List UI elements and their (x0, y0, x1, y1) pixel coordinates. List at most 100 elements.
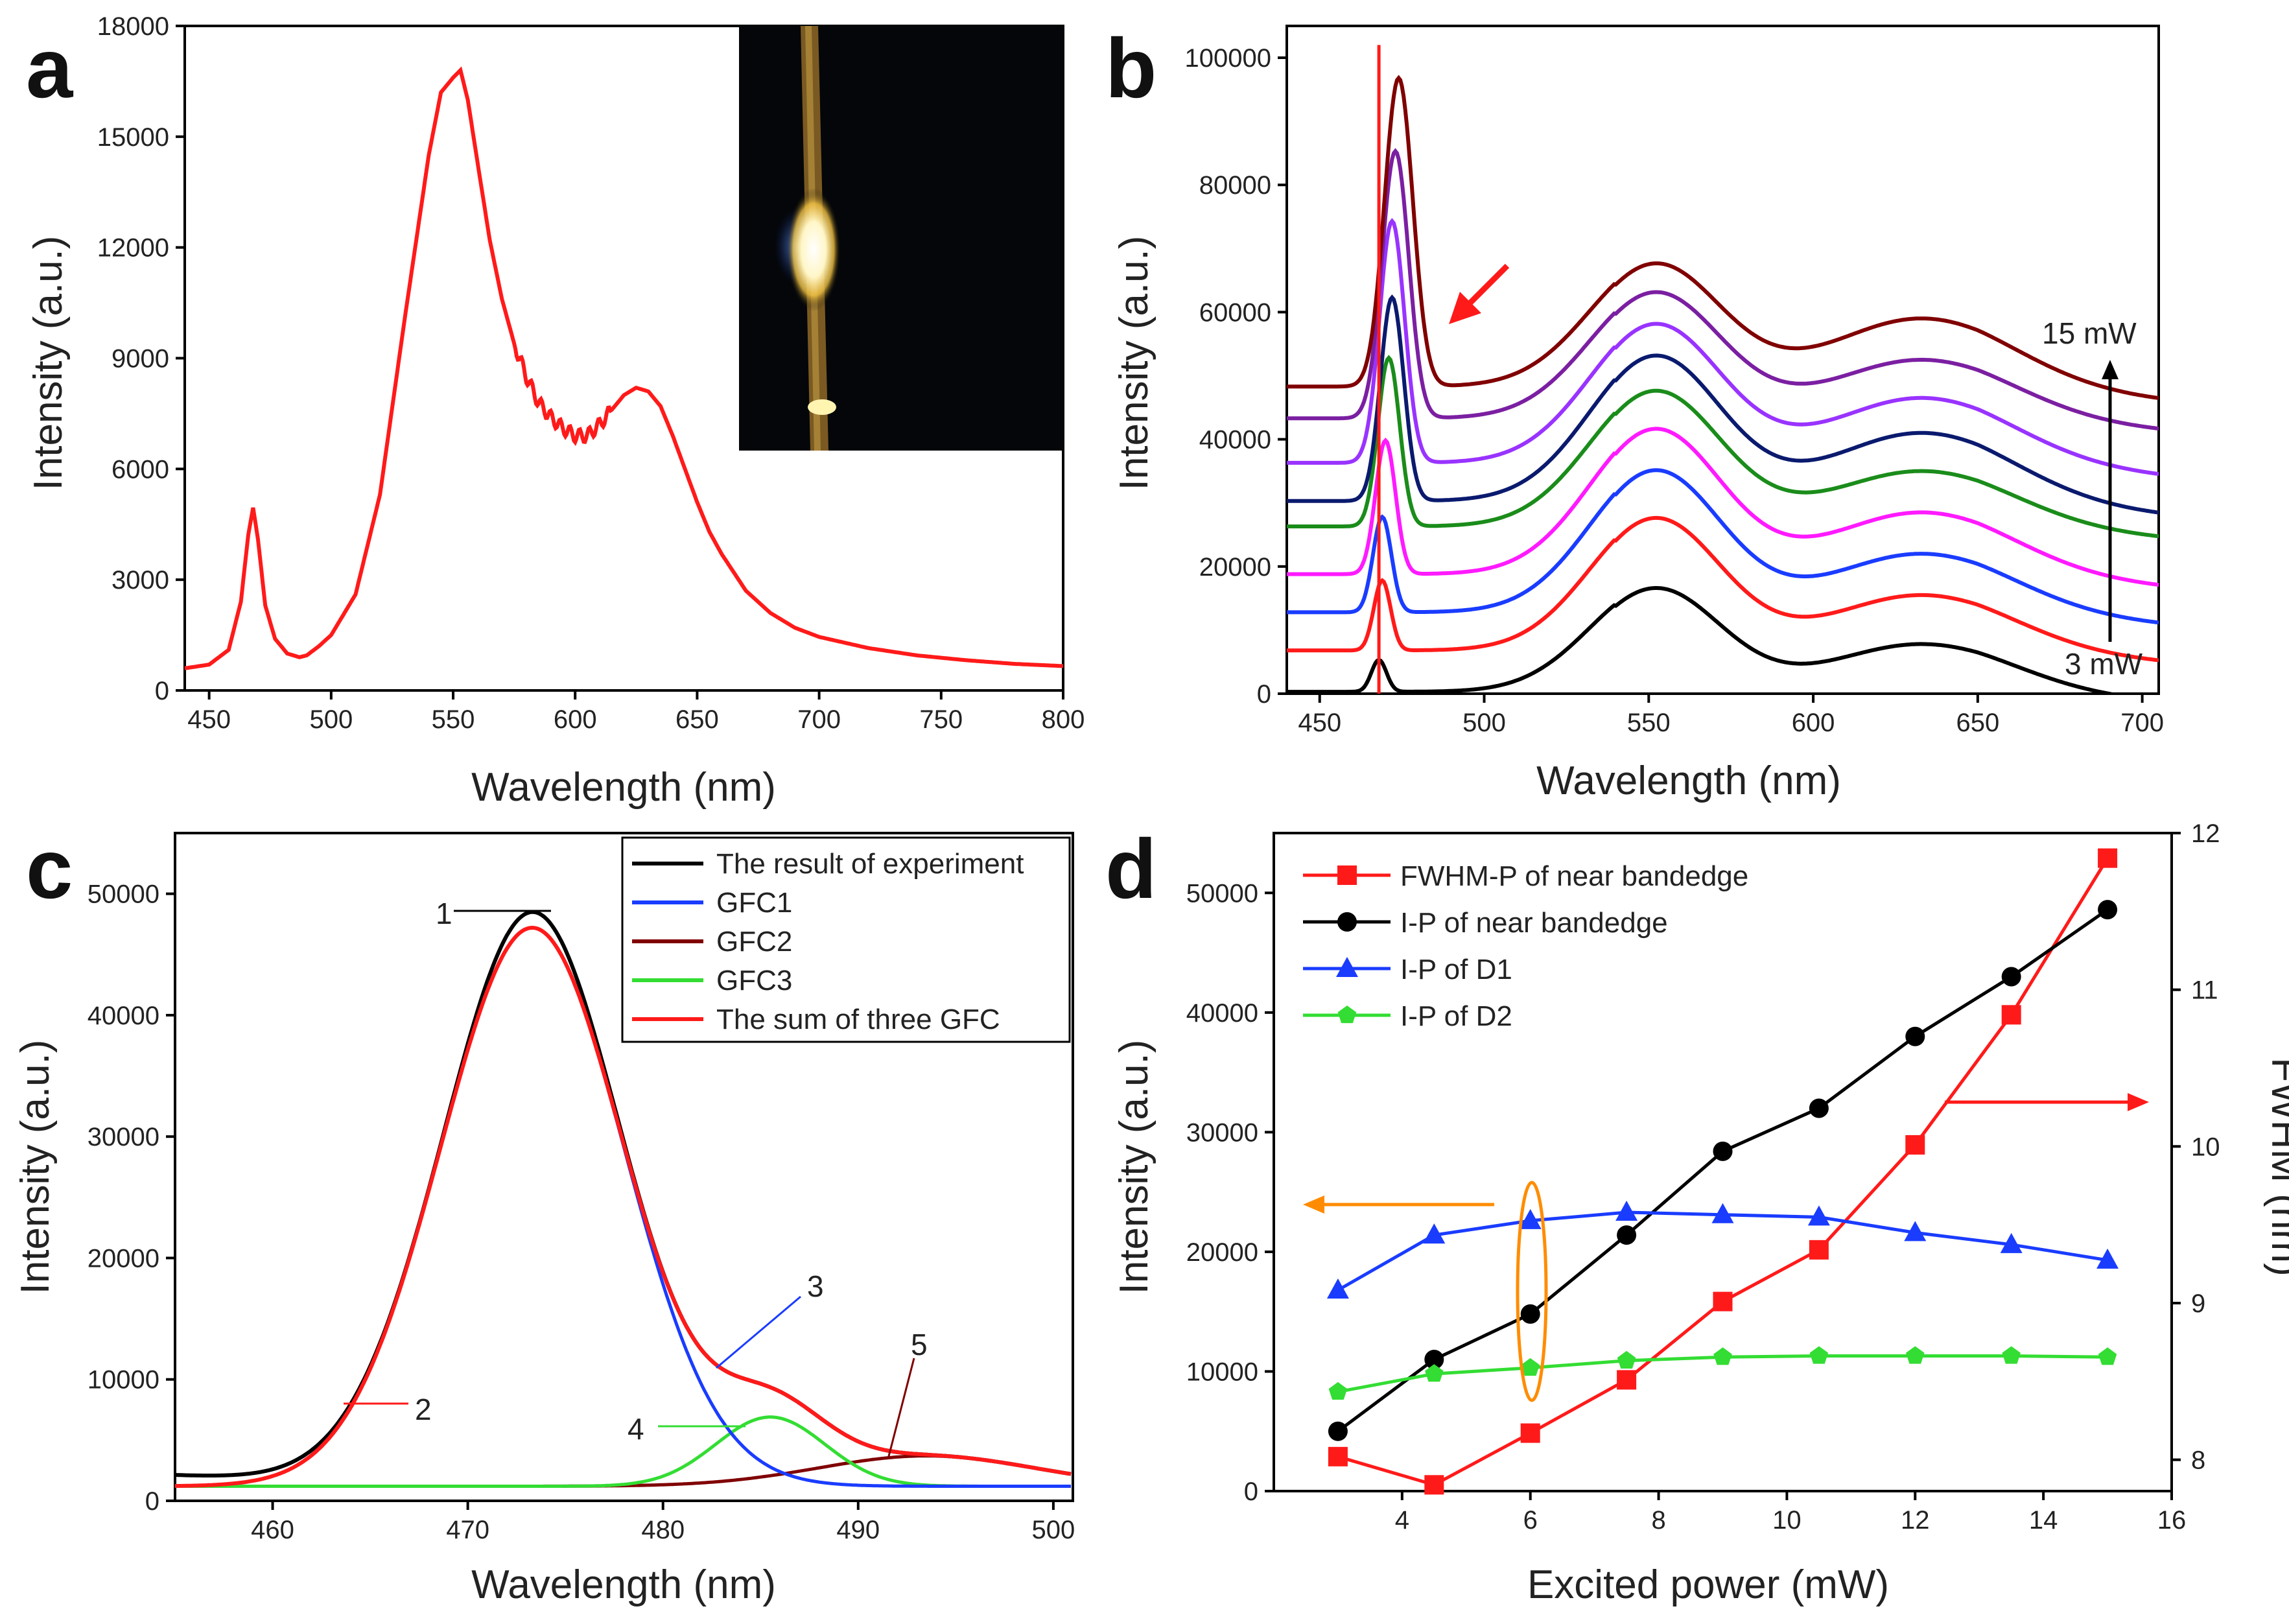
marker-circle (1713, 1141, 1733, 1161)
marker-pentagon (1713, 1347, 1732, 1365)
panel-letter-d: d (1105, 821, 1156, 916)
x-tick-label: 500 (1462, 709, 1506, 737)
red-arrowhead-icon (1449, 292, 1481, 324)
x-tick-label: 6 (1523, 1506, 1538, 1535)
series-line-pl-spectrum (184, 66, 1064, 670)
y2-tick-label: 11 (2191, 976, 2218, 1005)
panel-d-xlabel: Excited power (mW) (1527, 1562, 1889, 1607)
label-3mw: 3 mW (2065, 647, 2143, 681)
y-tick-label: 40000 (1186, 999, 1258, 1028)
legend-item: The sum of three GFC (716, 1004, 1000, 1035)
marker-square (1520, 1423, 1540, 1443)
y2-tick-label: 9 (2191, 1289, 2205, 1318)
x-tick-label: 12 (1901, 1506, 1930, 1535)
label-15mw: 15 mW (2042, 316, 2137, 350)
marker-triangle (1519, 1208, 1542, 1229)
plot-frame (1285, 25, 2160, 695)
x-tick-label: 750 (919, 705, 963, 734)
y2-tick-label: 12 (2191, 819, 2220, 848)
panel-c-plot: 460 470 480 490 500 0 10000 20000 30000 40000 5000… (88, 832, 1075, 1544)
callout-line (887, 1358, 915, 1459)
panel-b: b 450 500 550 600 650 700 0 20000 40000 60000 8000… (1105, 21, 2164, 803)
panel-c-ylabel: Intensity (a.u.) (13, 1040, 58, 1295)
y-tick-label: 9000 (112, 345, 169, 373)
callout-line (716, 1295, 801, 1369)
panel-c: c 460 470 480 490 500 0 10000 20000 30000 40000 50… (13, 821, 1075, 1607)
legend-item: I-P of D2 (1400, 1000, 1512, 1032)
y-tick-label: 12000 (97, 234, 169, 263)
x-tick-label: 550 (432, 705, 475, 734)
x-tick-label: 450 (187, 705, 231, 734)
y-tick-label: 100000 (1185, 44, 1271, 73)
y-tick-label: 0 (145, 1487, 159, 1516)
marker-square (1809, 1240, 1829, 1260)
y-tick-label: 0 (1257, 680, 1271, 709)
marker-circle (1328, 1421, 1348, 1441)
y-tick-label: 40000 (1199, 426, 1271, 454)
panel-letter-a: a (26, 21, 74, 115)
panel-d-ylabel: Intensity (a.u.) (1112, 1040, 1156, 1295)
marker-circle (1809, 1098, 1829, 1118)
marker-square (1328, 1446, 1348, 1466)
x-tick-label: 8 (1651, 1506, 1665, 1535)
panel-d-plot: 4 6 8 10 12 14 16 0 10000 20000 30000 40000 50000 8 9 1… (1186, 819, 2220, 1535)
marker-pentagon (1617, 1350, 1636, 1369)
y-tick-label: 30000 (88, 1123, 159, 1151)
panel-a-xlabel: Wavelength (nm) (471, 765, 776, 810)
y-tick-label: 20000 (88, 1244, 159, 1273)
marker-pentagon (2002, 1346, 2021, 1364)
marker-square (1617, 1370, 1637, 1390)
legend-item: I-P of D1 (1400, 954, 1512, 985)
callout-label: 2 (415, 1393, 432, 1426)
marker-square (2098, 848, 2118, 868)
marker-circle (1617, 1225, 1637, 1245)
x-tick-label: 550 (1627, 709, 1671, 737)
marker-triangle (2096, 1248, 2119, 1269)
marker-triangle (1423, 1223, 1446, 1244)
marker-circle (1905, 1026, 1925, 1046)
x-tick-label: 14 (2029, 1506, 2058, 1535)
panel-a-ylabel: Intensity (a.u.) (26, 236, 71, 491)
legend-item: The result of experiment (716, 848, 1024, 880)
y-tick-label: 0 (155, 677, 169, 705)
left-axis-arrowhead-icon (1303, 1195, 1324, 1214)
marker-circle (2098, 900, 2118, 920)
series-line-9-mW (1287, 355, 2159, 539)
marker-pentagon (1337, 1006, 1357, 1024)
panel-b-ylabel: Intensity (a.u.) (1112, 236, 1156, 491)
x-tick-label: 650 (1956, 709, 1999, 737)
panel-letter-c: c (26, 821, 73, 916)
x-tick-label: 4 (1395, 1506, 1409, 1535)
y-tick-label: 0 (1244, 1477, 1258, 1506)
marker-triangle (1326, 1278, 1349, 1299)
x-tick-label: 600 (1792, 709, 1835, 737)
marker-circle (1520, 1304, 1540, 1324)
y-tick-label: 10000 (1186, 1358, 1258, 1386)
y-tick-label: 30000 (1186, 1118, 1258, 1147)
marker-circle (1337, 912, 1357, 932)
legend-item: FWHM-P of near bandedge (1400, 860, 1748, 892)
x-tick-label: 460 (251, 1516, 294, 1544)
marker-triangle (1904, 1221, 1927, 1242)
series-line-10-5-mW (1287, 294, 2159, 515)
marker-pentagon (2098, 1347, 2117, 1365)
power-arrowhead-icon (2102, 360, 2119, 379)
marker-triangle (1615, 1201, 1638, 1221)
panel-a: a 450 500 550 600 650 700 750 800 0 3000 6000 9000 1… (26, 12, 1085, 810)
panel-c-xlabel: Wavelength (nm) (471, 1562, 776, 1607)
marker-square (2001, 1005, 2021, 1025)
x-tick-label: 700 (797, 705, 841, 734)
x-tick-label: 490 (836, 1516, 880, 1544)
plot-frame (174, 832, 1074, 1502)
x-tick-label: 450 (1298, 709, 1341, 737)
marker-square (1713, 1291, 1733, 1312)
panel-letter-b: b (1105, 21, 1156, 115)
marker-square (1337, 865, 1357, 885)
legend-item: GFC3 (716, 965, 792, 996)
legend-item: I-P of near bandedge (1400, 907, 1668, 939)
callout-label: 4 (628, 1412, 644, 1446)
legend-item: GFC1 (716, 887, 792, 919)
panel-b-plot: 450 500 550 600 650 700 0 20000 40000 60000 80000 1… (1185, 25, 2164, 737)
panel-d-y2label: FWHM (nm) (2263, 1057, 2289, 1276)
